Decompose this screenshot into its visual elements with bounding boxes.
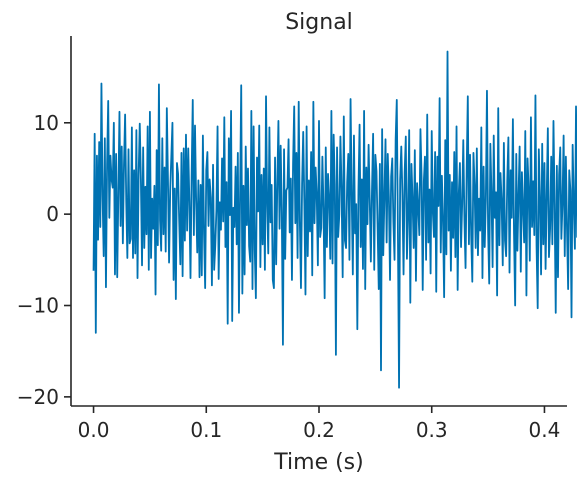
x-ticks: 0.0 0.1 0.2 0.3 0.4 [78,406,561,442]
x-tick-label: 0.1 [190,418,222,442]
series-line-0 [92,50,577,389]
chart-title: Signal [285,10,353,35]
x-tick-label: 0.3 [416,418,448,442]
y-tick-label: −20 [17,385,59,409]
y-tick-label: 0 [46,202,59,226]
y-tick-label: 10 [34,111,59,135]
x-tick-label: 0.4 [529,418,561,442]
y-tick-label: −10 [17,294,59,318]
x-tick-label: 0.0 [78,418,110,442]
plot-line-layer [92,50,577,389]
x-tick-label: 0.2 [303,418,335,442]
y-ticks: −20 −10 0 10 [17,111,71,409]
x-axis-label: Time (s) [273,450,363,475]
